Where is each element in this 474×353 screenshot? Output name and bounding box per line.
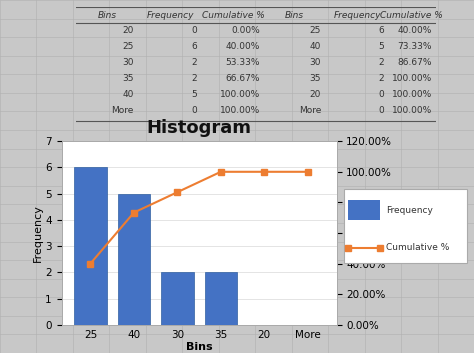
Text: 35: 35 <box>122 74 134 83</box>
Text: More: More <box>299 106 321 115</box>
Text: 35: 35 <box>310 74 321 83</box>
Text: 53.33%: 53.33% <box>226 58 260 67</box>
Text: 25: 25 <box>122 42 134 51</box>
Text: 0: 0 <box>378 90 384 99</box>
Text: Bins: Bins <box>98 11 117 19</box>
Text: Cumulative %: Cumulative % <box>381 11 443 19</box>
Text: 0: 0 <box>191 106 197 115</box>
Text: 6: 6 <box>191 42 197 51</box>
Y-axis label: Frequency: Frequency <box>33 204 43 262</box>
Text: 100.00%: 100.00% <box>392 106 432 115</box>
Text: 40.00%: 40.00% <box>226 42 260 51</box>
Text: Bins: Bins <box>285 11 304 19</box>
Text: 2: 2 <box>379 58 384 67</box>
Text: Frequency: Frequency <box>334 11 382 19</box>
FancyBboxPatch shape <box>344 189 467 263</box>
Bar <box>118 194 150 325</box>
Text: More: More <box>111 106 134 115</box>
Text: 20: 20 <box>122 26 134 35</box>
Bar <box>347 200 380 220</box>
Text: 100.00%: 100.00% <box>392 74 432 83</box>
Text: 66.67%: 66.67% <box>226 74 260 83</box>
Text: 40: 40 <box>122 90 134 99</box>
Bar <box>204 272 237 325</box>
Text: 100.00%: 100.00% <box>219 106 260 115</box>
Text: 25: 25 <box>310 26 321 35</box>
Text: 2: 2 <box>379 74 384 83</box>
Text: 30: 30 <box>310 58 321 67</box>
Text: 100.00%: 100.00% <box>392 90 432 99</box>
Text: 0: 0 <box>378 106 384 115</box>
Text: Frequency: Frequency <box>386 206 433 215</box>
Bar <box>161 272 194 325</box>
X-axis label: Bins: Bins <box>186 342 212 352</box>
Text: 86.67%: 86.67% <box>398 58 432 67</box>
Text: 5: 5 <box>378 42 384 51</box>
Text: 40.00%: 40.00% <box>398 26 432 35</box>
Bar <box>74 167 107 325</box>
Text: 2: 2 <box>191 58 197 67</box>
Text: 20: 20 <box>310 90 321 99</box>
Text: 100.00%: 100.00% <box>219 90 260 99</box>
Text: Frequency: Frequency <box>146 11 194 19</box>
Text: 73.33%: 73.33% <box>398 42 432 51</box>
Text: 2: 2 <box>191 74 197 83</box>
Text: 0.00%: 0.00% <box>231 26 260 35</box>
Text: 40: 40 <box>310 42 321 51</box>
Text: 30: 30 <box>122 58 134 67</box>
Text: 0: 0 <box>191 26 197 35</box>
Text: Cumulative %: Cumulative % <box>202 11 265 19</box>
Text: 6: 6 <box>378 26 384 35</box>
Text: 5: 5 <box>191 90 197 99</box>
Title: Histogram: Histogram <box>146 119 252 137</box>
Text: Cumulative %: Cumulative % <box>386 243 449 252</box>
